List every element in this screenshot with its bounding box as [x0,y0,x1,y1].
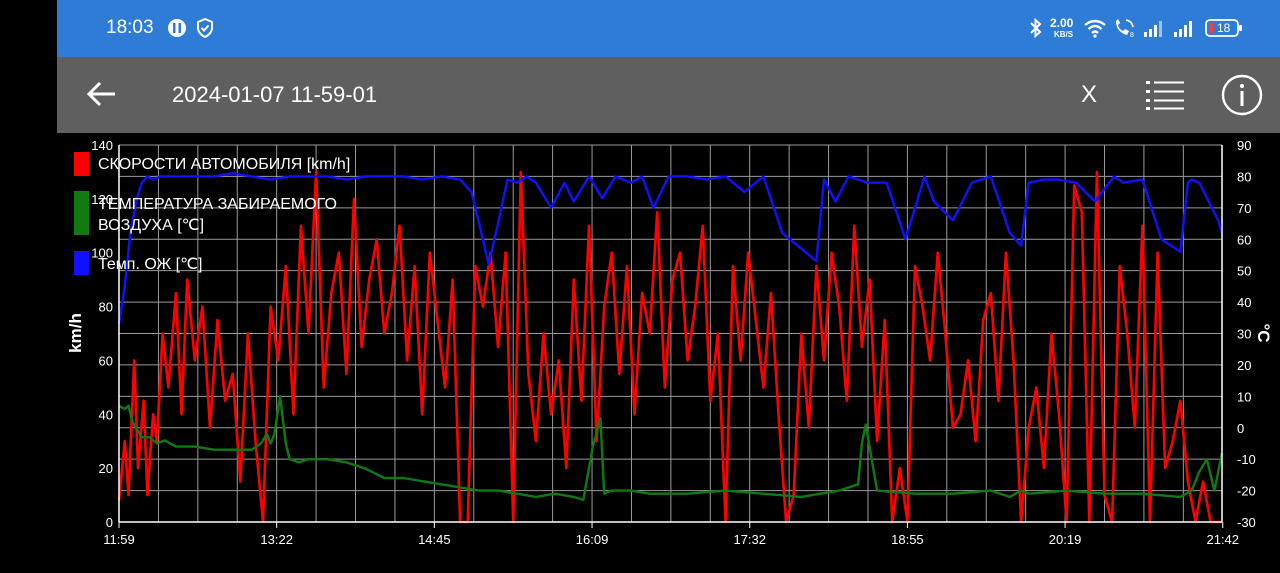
y2-tick-label: 10 [1237,389,1251,404]
y2-tick-label: 70 [1237,201,1251,216]
y2-tick-label: 80 [1237,169,1251,184]
y-axis-label-left: km/h [66,313,85,353]
legend-label-coolant: Темп. ОЖ [℃] [98,256,203,273]
chart-ticks: -30 -20 -10 0 10 20 30 40 50 60 70 80 90 0 20 40 60 80 100… [91,138,1256,547]
info-icon[interactable] [1221,74,1263,116]
x-tick-label: 11:59 [103,532,135,547]
shield-check-icon [196,17,214,43]
pause-circle-icon [167,18,187,43]
close-button[interactable]: X [1081,81,1098,108]
status-bar: 18:03 2.00 KB/S 8 18 [57,0,1280,57]
y2-tick-label: 40 [1237,295,1251,310]
y2-tick-label: 0 [1237,421,1244,436]
y-tick-label: 120 [91,192,113,207]
x-tick-label: 18:55 [891,532,924,547]
network-speed: 2.00 [1050,16,1074,30]
y-tick-label: 20 [99,461,113,476]
y-tick-label: 140 [91,138,113,153]
chart-axes [118,145,1223,523]
list-icon[interactable] [1145,79,1185,111]
x-tick-label: 21:42 [1206,532,1239,547]
intake-temp-series-line [118,395,1224,502]
legend-swatch-speed [74,152,89,176]
wifi-icon [1083,18,1107,43]
legend-swatch-coolant [74,251,89,275]
y2-tick-label: -30 [1237,515,1256,530]
chart-series [117,170,1224,524]
y-tick-label: 0 [106,515,113,530]
signal-icon [1143,18,1165,43]
trip-chart: -30 -20 -10 0 10 20 30 40 50 60 70 80 90 0 20 40 60 80 100… [66,138,1273,547]
legend-label-intake-temp: ТЕМПЕРАТУРА ЗАБИРАЕМОГО ВОЗДУХА [℃] [98,196,341,234]
signal-icon [1173,18,1195,43]
y2-tick-label: 30 [1237,327,1251,342]
legend-label-speed: СКОРОСТИ АВТОМОБИЛЯ [km/h] [98,156,350,173]
svg-text:8: 8 [1130,32,1134,38]
x-tick-label: 20:19 [1049,532,1082,547]
y2-tick-label: 60 [1237,232,1251,247]
app-bar: 2024-01-07 11-59-01 X [57,57,1280,133]
battery-icon [1205,19,1243,42]
x-tick-label: 16:09 [576,532,609,547]
y2-tick-label: 90 [1237,138,1251,153]
y-tick-label: 40 [99,407,113,422]
x-tick-label: 13:22 [260,532,293,547]
speed-series-line [117,170,1222,524]
legend-label-intake-temp-line2: ВОЗДУХА [℃] [98,217,204,234]
y2-tick-label: 50 [1237,264,1251,279]
y-tick-label: 100 [91,246,113,261]
page-title: 2024-01-07 11-59-01 [172,82,378,107]
legend-label-intake-temp-line1: ТЕМПЕРАТУРА ЗАБИРАЕМОГО [98,196,337,213]
bluetooth-icon [1029,17,1043,43]
y2-tick-label: -20 [1237,484,1256,499]
y2-tick-label: -10 [1237,452,1256,467]
y-tick-label: 80 [99,300,113,315]
chart-legend: СКОРОСТИ АВТОМОБИЛЯ [km/h] ТЕМПЕРАТУРА З… [74,152,350,275]
back-arrow-icon[interactable] [85,77,119,111]
x-tick-label: 14:45 [418,532,451,547]
legend-swatch-intake-temp [74,191,89,235]
network-speed-unit: KB/S [1054,30,1074,39]
y2-tick-label: 20 [1237,358,1251,373]
battery-level: 18 [1217,21,1231,35]
status-time: 18:03 [106,17,154,38]
y-tick-label: 60 [99,353,113,368]
coolant-series-line [117,172,1224,325]
x-tick-label: 17:32 [733,532,766,547]
wifi-calling-icon: 8 [1113,18,1137,43]
y-axis-label-right: °C [1254,323,1273,342]
